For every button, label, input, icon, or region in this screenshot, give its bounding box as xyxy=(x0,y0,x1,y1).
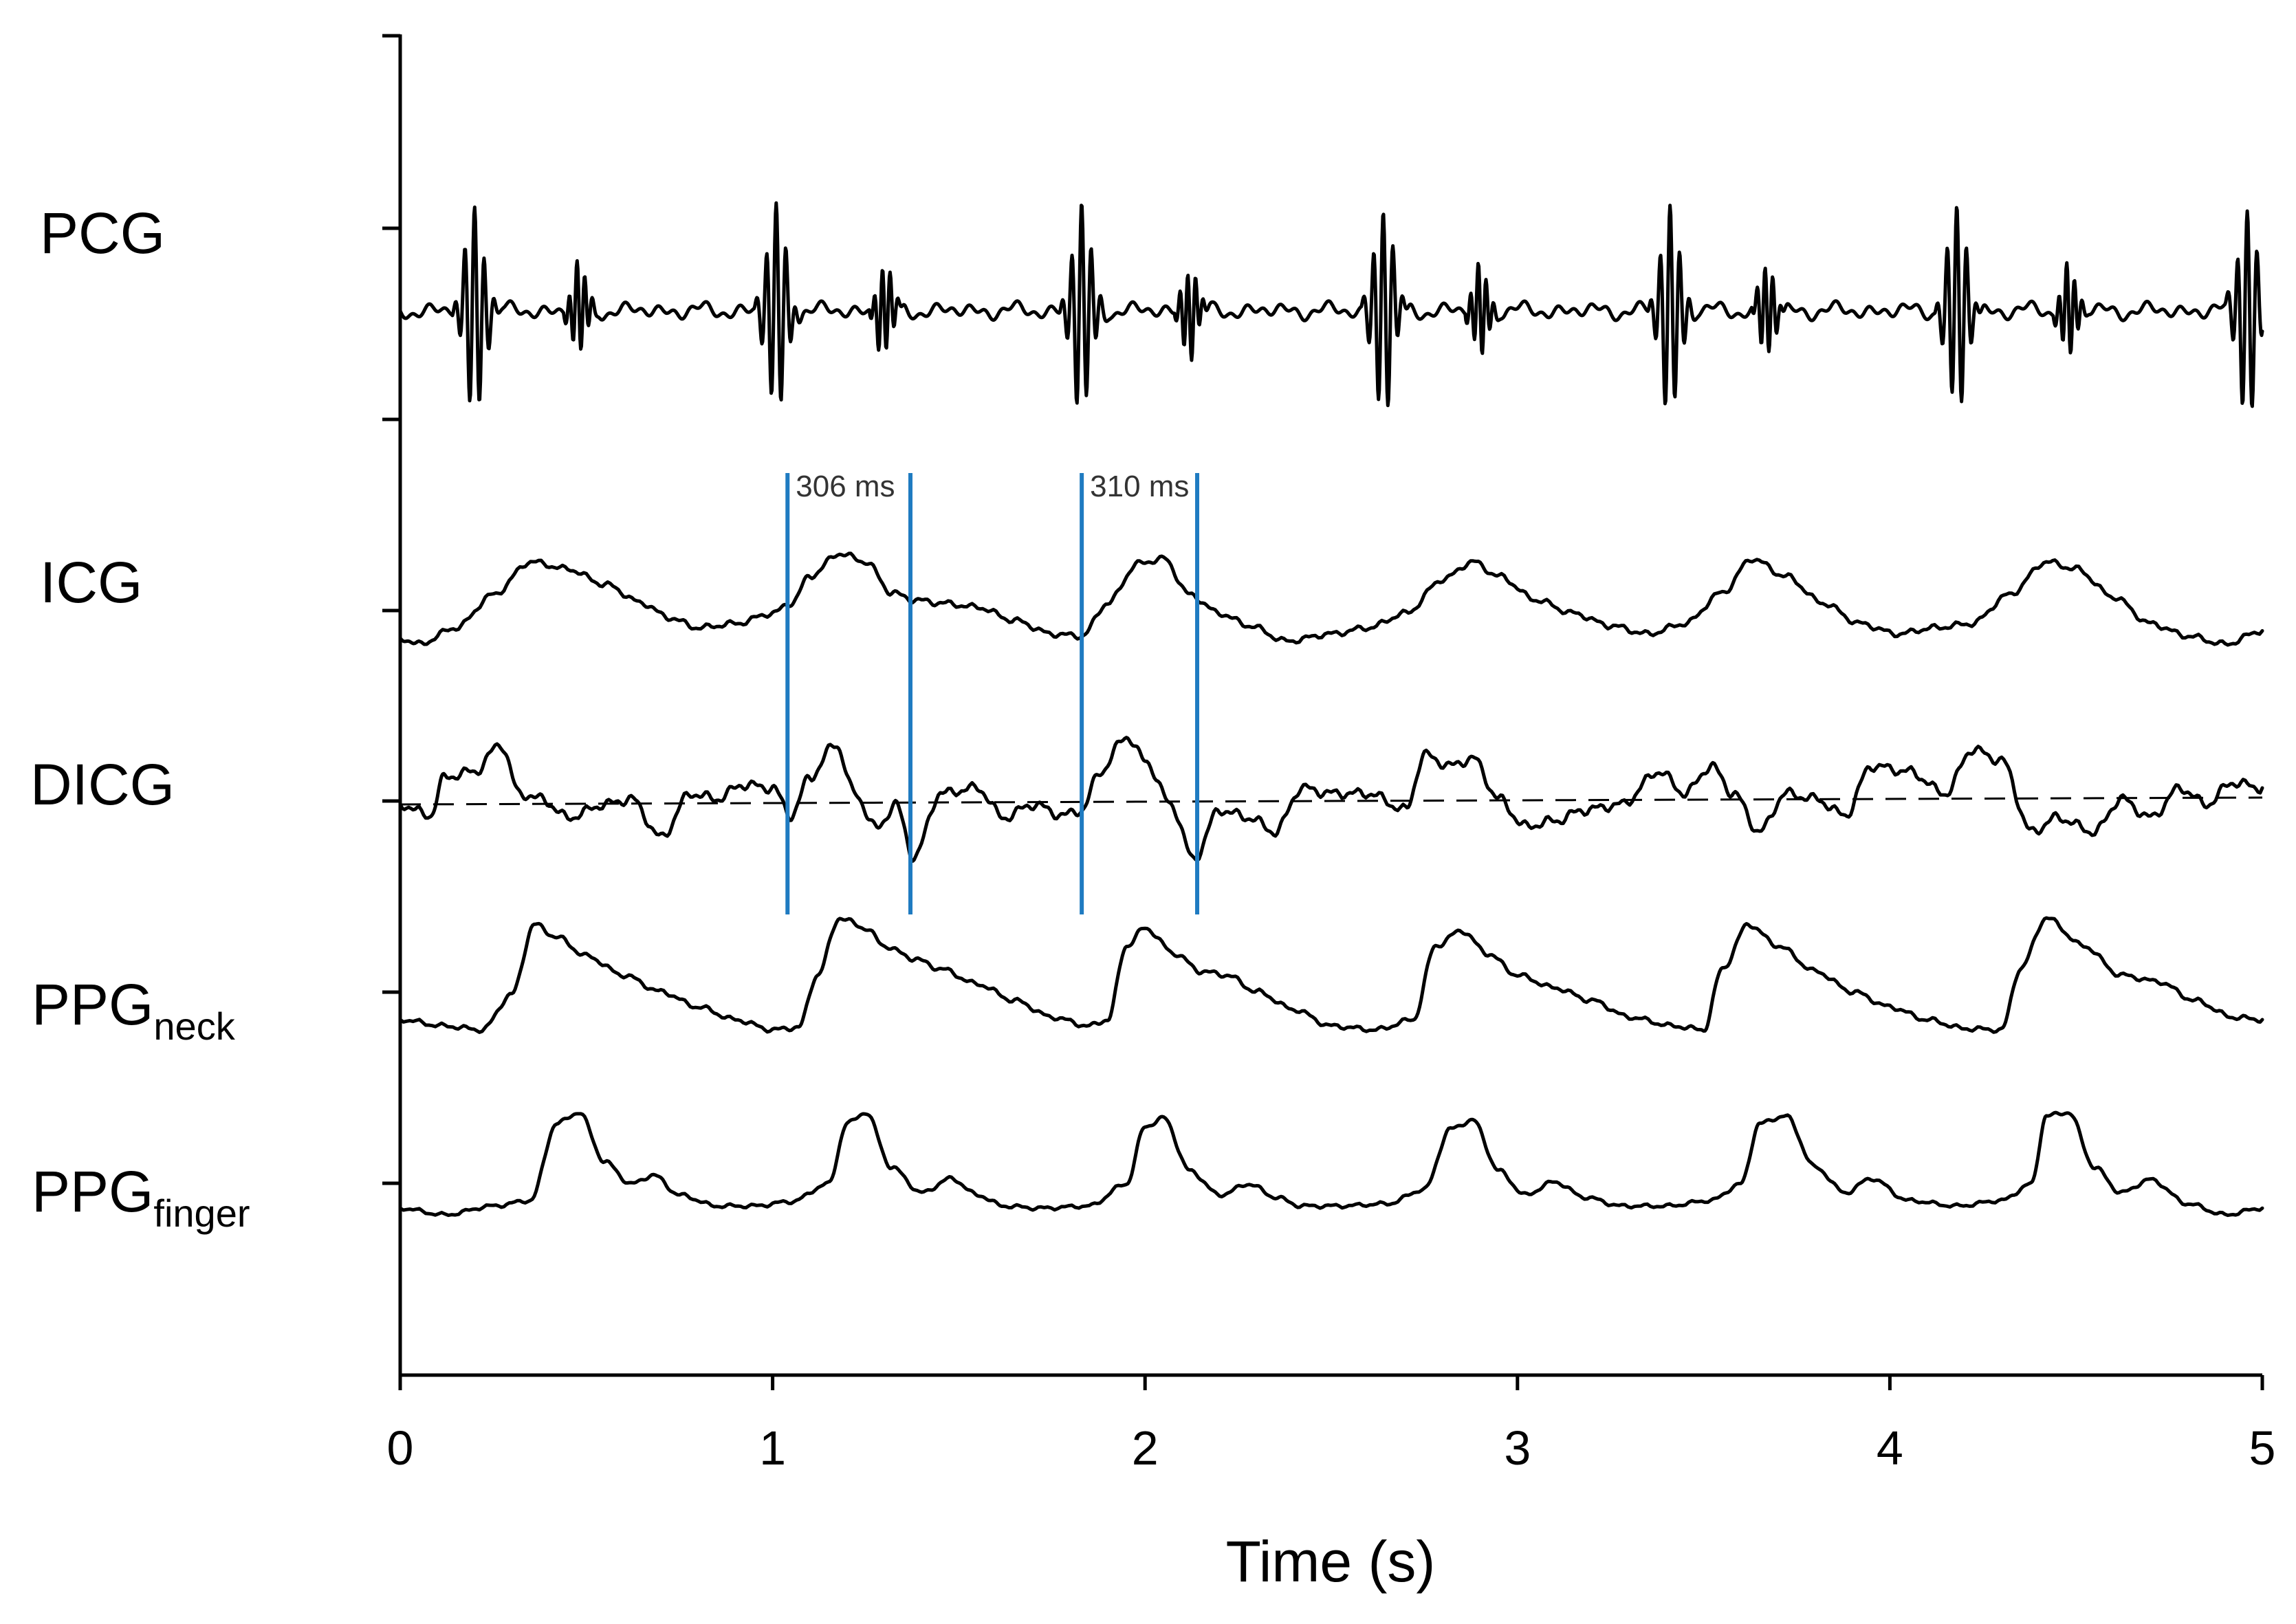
traces xyxy=(398,201,2264,1218)
x-tick-label: 0 xyxy=(387,1421,414,1475)
trace-label-dicg: DICG xyxy=(30,752,175,817)
trace-icg xyxy=(398,551,2264,647)
x-tick-label: 4 xyxy=(1877,1421,1903,1475)
timing-markers: 306 ms 310 ms xyxy=(785,470,1200,914)
x-tick-label: 1 xyxy=(759,1421,786,1475)
trace-label-pcg: PCG xyxy=(40,201,165,265)
x-ticks: 0 1 2 3 4 5 xyxy=(387,1375,2276,1475)
dicg-zero-reference-line xyxy=(400,796,2263,806)
trace-dicg xyxy=(398,736,2264,863)
x-tick-label: 5 xyxy=(2249,1421,2276,1475)
timing-annotation: 310 ms xyxy=(1090,470,1189,503)
trace-ppg-neck xyxy=(398,916,2264,1034)
x-tick-label: 3 xyxy=(1504,1421,1531,1475)
x-tick-label: 2 xyxy=(1132,1421,1159,1475)
trace-ppg-finger xyxy=(398,1110,2264,1218)
timing-annotation: 306 ms xyxy=(796,470,895,503)
trace-pcg xyxy=(398,201,2264,408)
trace-label-icg: ICG xyxy=(40,550,142,615)
trace-label-ppg-neck: PPGneck xyxy=(32,972,236,1048)
x-axis-title: Time (s) xyxy=(1226,1529,1436,1594)
trace-label-ppg-finger: PPGfinger xyxy=(32,1159,250,1235)
